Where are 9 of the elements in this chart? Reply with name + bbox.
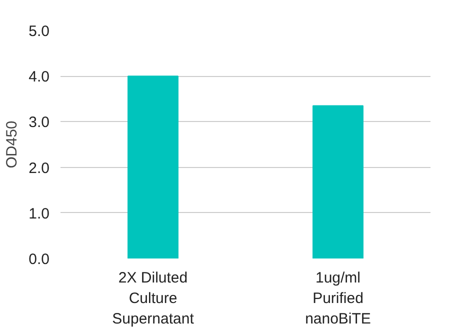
x-tick-label: 1ug/ml Purified nanoBiTE — [305, 270, 371, 328]
y-axis-title: OD450 — [4, 120, 21, 168]
y-tick-label: 2.0 — [28, 160, 50, 177]
y-tick-label: 1.0 — [28, 205, 50, 222]
y-tick-label: 0.0 — [28, 251, 50, 268]
y-tick-label: 3.0 — [28, 114, 50, 132]
y-tick-label: 5.0 — [28, 23, 50, 40]
y-tick-label: 4.0 — [28, 68, 50, 86]
x-tick-label: 2X Diluted Culture Supernatant — [112, 270, 195, 328]
